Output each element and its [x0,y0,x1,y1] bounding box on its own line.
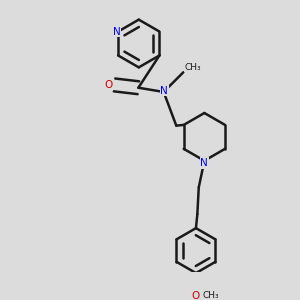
Text: CH₃: CH₃ [203,291,220,300]
Text: CH₃: CH₃ [185,63,201,72]
Text: O: O [192,290,200,300]
Text: N: N [200,158,208,168]
Text: O: O [104,80,112,90]
Text: N: N [160,85,168,95]
Text: N: N [113,27,121,37]
